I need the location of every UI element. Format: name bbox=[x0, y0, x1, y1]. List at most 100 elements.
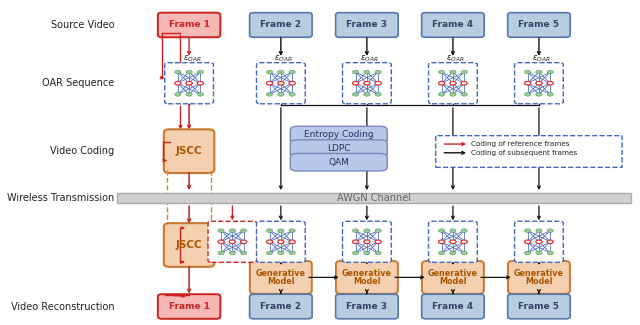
Text: Model: Model bbox=[439, 277, 467, 286]
Circle shape bbox=[266, 93, 273, 96]
Text: LDPC: LDPC bbox=[327, 144, 351, 153]
Circle shape bbox=[547, 82, 554, 85]
Circle shape bbox=[536, 229, 542, 232]
Text: OAR Sequence: OAR Sequence bbox=[42, 78, 115, 88]
FancyBboxPatch shape bbox=[291, 140, 387, 157]
Text: Video Coding: Video Coding bbox=[51, 146, 115, 156]
Circle shape bbox=[218, 229, 224, 232]
Circle shape bbox=[461, 82, 467, 85]
Circle shape bbox=[218, 240, 224, 243]
FancyBboxPatch shape bbox=[117, 193, 630, 203]
FancyBboxPatch shape bbox=[164, 129, 214, 173]
Text: Wireless Transmission: Wireless Transmission bbox=[7, 193, 115, 203]
Circle shape bbox=[525, 93, 531, 96]
Circle shape bbox=[197, 93, 204, 96]
Circle shape bbox=[461, 240, 467, 243]
Circle shape bbox=[375, 229, 381, 232]
FancyBboxPatch shape bbox=[508, 13, 570, 37]
Circle shape bbox=[218, 251, 224, 255]
Circle shape bbox=[197, 82, 204, 85]
FancyBboxPatch shape bbox=[422, 294, 484, 319]
FancyBboxPatch shape bbox=[508, 294, 570, 319]
Text: Generative: Generative bbox=[428, 269, 478, 278]
Circle shape bbox=[266, 82, 273, 85]
Circle shape bbox=[375, 70, 381, 74]
Circle shape bbox=[197, 70, 204, 74]
Circle shape bbox=[278, 229, 284, 232]
Circle shape bbox=[547, 70, 554, 74]
Text: Generative: Generative bbox=[514, 269, 564, 278]
Text: Model: Model bbox=[525, 277, 553, 286]
Text: Frame 4: Frame 4 bbox=[433, 302, 474, 311]
Circle shape bbox=[289, 82, 295, 85]
Circle shape bbox=[547, 93, 554, 96]
FancyBboxPatch shape bbox=[342, 63, 391, 104]
FancyBboxPatch shape bbox=[336, 261, 398, 294]
Circle shape bbox=[229, 229, 236, 232]
Circle shape bbox=[450, 70, 456, 74]
Circle shape bbox=[289, 251, 295, 255]
Circle shape bbox=[364, 229, 370, 232]
FancyBboxPatch shape bbox=[291, 153, 387, 171]
Circle shape bbox=[266, 240, 273, 243]
Circle shape bbox=[450, 82, 456, 85]
Circle shape bbox=[438, 93, 445, 96]
Circle shape bbox=[525, 70, 531, 74]
FancyBboxPatch shape bbox=[164, 63, 214, 104]
FancyBboxPatch shape bbox=[291, 126, 387, 144]
Circle shape bbox=[438, 251, 445, 255]
Circle shape bbox=[525, 229, 531, 232]
FancyBboxPatch shape bbox=[515, 63, 563, 104]
Circle shape bbox=[266, 251, 273, 255]
Circle shape bbox=[353, 93, 359, 96]
FancyBboxPatch shape bbox=[342, 221, 391, 262]
Circle shape bbox=[289, 93, 295, 96]
Circle shape bbox=[450, 229, 456, 232]
Text: Frame 3: Frame 3 bbox=[346, 20, 387, 30]
Circle shape bbox=[278, 93, 284, 96]
Circle shape bbox=[461, 93, 467, 96]
FancyBboxPatch shape bbox=[158, 13, 220, 37]
FancyBboxPatch shape bbox=[257, 221, 305, 262]
FancyBboxPatch shape bbox=[158, 294, 220, 319]
Text: Generative: Generative bbox=[256, 269, 306, 278]
FancyBboxPatch shape bbox=[515, 221, 563, 262]
Text: AWGN Channel: AWGN Channel bbox=[337, 193, 411, 203]
Circle shape bbox=[536, 82, 542, 85]
FancyBboxPatch shape bbox=[508, 261, 570, 294]
FancyBboxPatch shape bbox=[429, 221, 477, 262]
Circle shape bbox=[364, 93, 370, 96]
Text: Generative: Generative bbox=[342, 269, 392, 278]
Text: Frame 5: Frame 5 bbox=[518, 302, 559, 311]
Circle shape bbox=[536, 70, 542, 74]
Text: Source Video: Source Video bbox=[51, 20, 115, 30]
Circle shape bbox=[450, 251, 456, 255]
Circle shape bbox=[547, 229, 554, 232]
Circle shape bbox=[289, 240, 295, 243]
Circle shape bbox=[536, 251, 542, 255]
FancyBboxPatch shape bbox=[422, 13, 484, 37]
Text: $\varepsilon_{OAR}$: $\varepsilon_{OAR}$ bbox=[182, 54, 202, 64]
Circle shape bbox=[536, 240, 542, 243]
Circle shape bbox=[364, 70, 370, 74]
Circle shape bbox=[364, 251, 370, 255]
Circle shape bbox=[175, 93, 181, 96]
Circle shape bbox=[536, 93, 542, 96]
Circle shape bbox=[353, 82, 359, 85]
Circle shape bbox=[438, 229, 445, 232]
FancyBboxPatch shape bbox=[429, 63, 477, 104]
FancyBboxPatch shape bbox=[164, 223, 214, 267]
Text: Frame 1: Frame 1 bbox=[168, 302, 209, 311]
Circle shape bbox=[289, 70, 295, 74]
Circle shape bbox=[547, 251, 554, 255]
Text: $\varepsilon_{OAR}$: $\varepsilon_{OAR}$ bbox=[275, 54, 293, 64]
FancyBboxPatch shape bbox=[436, 136, 622, 167]
Circle shape bbox=[241, 240, 247, 243]
Circle shape bbox=[525, 82, 531, 85]
FancyBboxPatch shape bbox=[250, 261, 312, 294]
Circle shape bbox=[375, 251, 381, 255]
Text: Video Reconstruction: Video Reconstruction bbox=[11, 302, 115, 311]
Circle shape bbox=[278, 240, 284, 243]
FancyBboxPatch shape bbox=[250, 13, 312, 37]
Text: Frame 5: Frame 5 bbox=[518, 20, 559, 30]
